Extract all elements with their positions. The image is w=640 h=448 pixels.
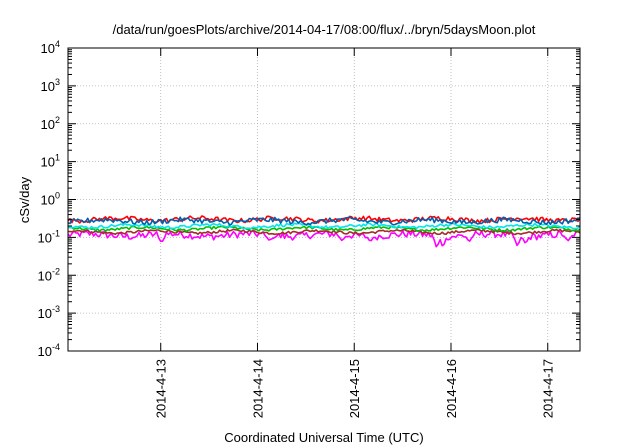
series-group bbox=[67, 215, 581, 248]
tick-marks bbox=[68, 47, 580, 352]
series-line-6 bbox=[67, 216, 581, 226]
grid bbox=[68, 48, 580, 351]
y-axis-label: cSv/day bbox=[17, 176, 32, 223]
y-tick-label: 100 bbox=[41, 191, 60, 208]
y-tick-label: 101 bbox=[41, 153, 60, 170]
y-tick-labels: 10-4 10-3 10-2 10-1 100 101 102 103 104 bbox=[38, 39, 60, 359]
x-axis-label: Coordinated Universal Time (UTC) bbox=[224, 430, 423, 445]
y-tick-label: 10-1 bbox=[38, 228, 60, 245]
y-tick-label: 10-4 bbox=[38, 342, 60, 359]
series-line-4 bbox=[67, 222, 581, 230]
y-tick-label: 10-2 bbox=[38, 266, 60, 283]
x-tick-label: 2014-4-15 bbox=[347, 359, 362, 418]
series-line-3 bbox=[67, 225, 581, 233]
x-tick-label: 2014-4-13 bbox=[154, 359, 169, 418]
y-tick-label: 10-3 bbox=[38, 304, 60, 321]
x-tick-label: 2014-4-17 bbox=[541, 359, 556, 418]
series-line-1 bbox=[67, 229, 581, 248]
y-tick-label: 104 bbox=[41, 39, 60, 56]
x-tick-labels: 2014-4-13 2014-4-14 2014-4-15 2014-4-16 2014… bbox=[154, 359, 556, 418]
chart-title: /data/run/goesPlots/archive/2014-04-17/0… bbox=[113, 22, 536, 37]
series-line-2 bbox=[67, 228, 581, 236]
y-tick-label: 102 bbox=[41, 115, 60, 132]
x-tick-label: 2014-4-16 bbox=[444, 359, 459, 418]
x-tick-label: 2014-4-14 bbox=[250, 359, 265, 418]
y-tick-label: 103 bbox=[41, 77, 60, 94]
